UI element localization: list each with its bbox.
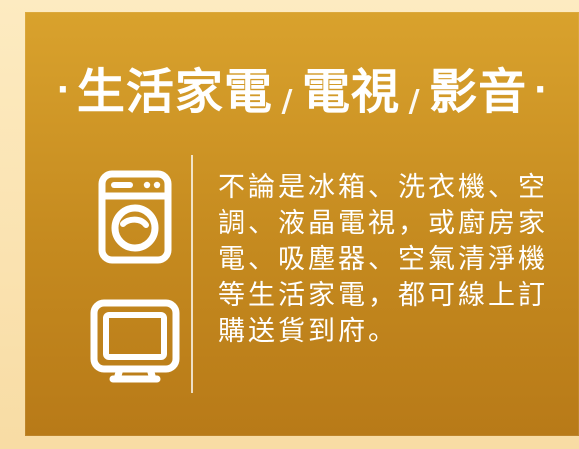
tv-icon (80, 287, 190, 397)
title-part-appliances: 生活家電 (76, 64, 273, 120)
washing-machine-icon (80, 162, 190, 272)
divider (191, 155, 193, 393)
category-description: 不論是冰箱、洗衣機、空調、液晶電視，或廚房家電、吸塵器、空氣清淨機等生活家電，都… (218, 172, 548, 347)
title-dot-left: · (56, 70, 71, 110)
title-part-audio-video: 影音 (429, 64, 528, 120)
title-separator-2: / (408, 84, 421, 119)
title-part-tv: 電視 (301, 64, 400, 120)
title-dot-right: · (533, 70, 548, 110)
category-card: · 生活家電 / 電視 / 影音 · (25, 12, 579, 436)
icon-column (80, 162, 190, 402)
title-separator-1: / (281, 84, 294, 119)
page-title: · 生活家電 / 電視 / 影音 · (25, 57, 579, 127)
